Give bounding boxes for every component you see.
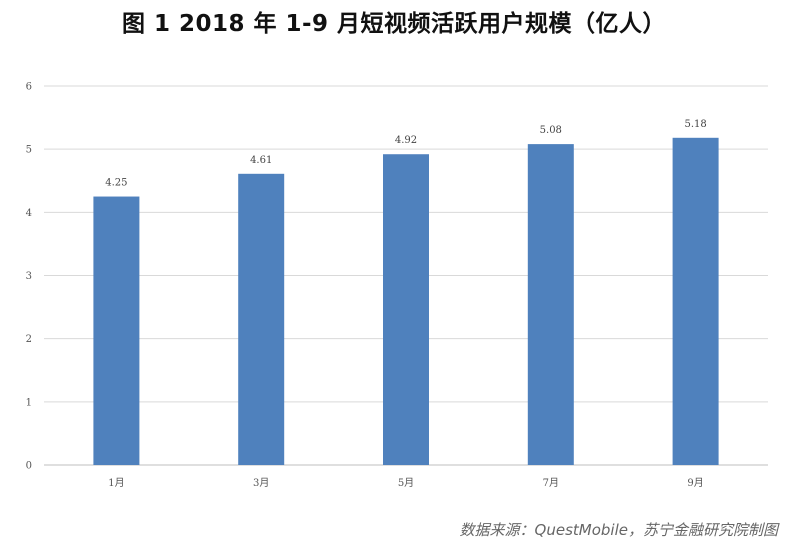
data-label: 5.18 (684, 119, 706, 130)
data-label: 4.25 (105, 178, 127, 189)
bars (93, 137, 719, 465)
labels: 0 1 2 3 4 5 6 4.25 1月 4.61 3月 4.92 5月 5.08 7月 5.18 9月 (26, 82, 707, 490)
bar (383, 154, 429, 465)
y-tick-label: 5 (26, 145, 32, 156)
x-tick-label: 5月 (398, 477, 414, 489)
bar (238, 173, 285, 465)
x-tick-label: 7月 (543, 477, 559, 489)
chart-source-note: 数据来源：QuestMobile，苏宁金融研究院制图 (459, 521, 778, 539)
y-tick-label: 0 (26, 461, 32, 472)
data-label: 4.61 (250, 155, 272, 166)
chart-title: 图 1 2018 年 1-9 月短视频活跃用户规模（亿人） (121, 11, 667, 37)
data-label: 5.08 (540, 125, 562, 136)
y-tick-label: 1 (26, 397, 32, 408)
data-label: 4.92 (395, 135, 417, 146)
x-tick-label: 9月 (687, 477, 703, 489)
y-tick-label: 3 (26, 271, 32, 282)
bar (93, 196, 140, 465)
x-tick-label: 3月 (253, 477, 269, 489)
y-tick-label: 4 (26, 208, 32, 219)
bar (672, 137, 719, 465)
x-tick-label: 1月 (108, 477, 124, 489)
y-tick-label: 6 (26, 82, 32, 93)
bar (527, 144, 574, 465)
y-tick-label: 2 (26, 334, 32, 345)
